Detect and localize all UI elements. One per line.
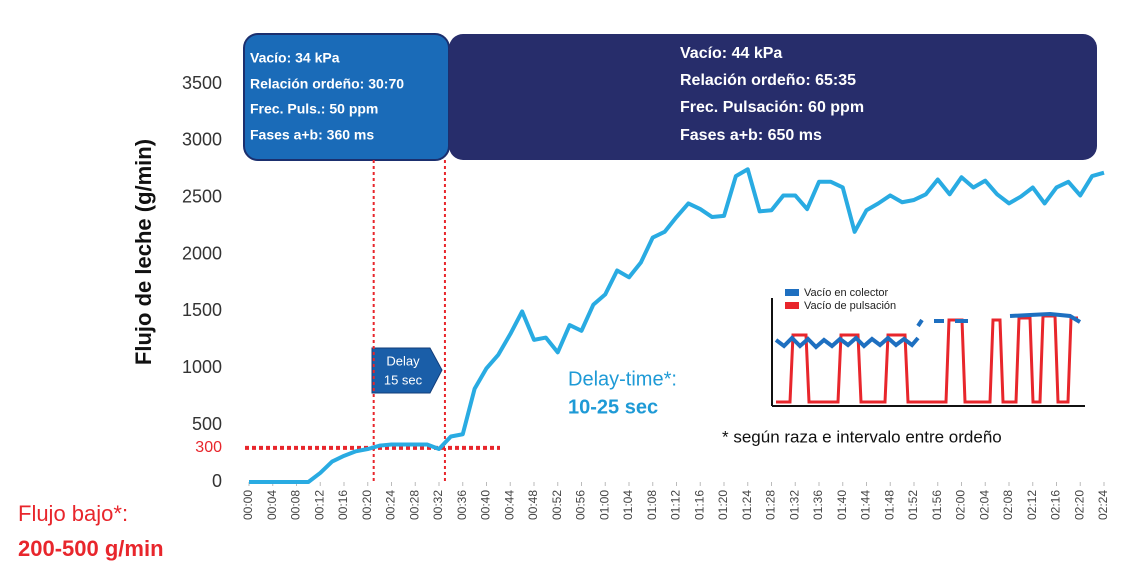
inset-legend-swatch (785, 289, 799, 296)
delay-arrow-text: Delay (386, 353, 420, 368)
x-tick-label: 01:24 (740, 490, 754, 520)
y-tick-label: 1000 (182, 357, 222, 377)
x-tick-label: 00:56 (574, 490, 588, 520)
x-tick-label: 02:24 (1096, 490, 1110, 520)
y-tick-label: 2500 (182, 186, 222, 206)
delay-time: Delay-time*: (568, 368, 677, 390)
y-axis-label: Flujo de leche (g/min) (131, 139, 156, 365)
y-tick-label: 3500 (182, 73, 222, 93)
x-tick-label: 01:04 (621, 490, 635, 520)
settings-box-2 (449, 34, 1097, 160)
box2-line: Fases a+b: 650 ms (680, 127, 822, 144)
x-tick-label: 02:00 (954, 490, 968, 520)
x-tick-label: 00:04 (265, 490, 279, 520)
x-tick-label: 00:16 (336, 490, 350, 520)
x-tick-label: 01:40 (835, 490, 849, 520)
x-tick-label: 02:12 (1025, 490, 1039, 520)
x-tick-label: 00:44 (502, 490, 516, 520)
x-tick-label: 00:32 (431, 490, 445, 520)
x-tick-label: 00:08 (289, 490, 303, 520)
threshold-label: 300 (195, 439, 222, 456)
x-tick-label: 02:16 (1049, 490, 1063, 520)
x-tick-label: 01:44 (859, 490, 873, 520)
x-tick-label: 01:32 (787, 490, 801, 520)
x-tick-label: 00:20 (360, 490, 374, 520)
inset-legend-label: Vacío de pulsación (804, 300, 896, 312)
x-tick-label: 01:08 (645, 490, 659, 520)
footnote: * según raza e intervalo entre ordeño (722, 427, 1002, 446)
x-tick-label: 00:48 (526, 490, 540, 520)
flow-line (249, 167, 1105, 484)
x-tick-label: 01:36 (811, 490, 825, 520)
inset-legend-label: Vacío en colector (804, 287, 889, 299)
y-tick-label: 500 (192, 414, 222, 434)
delay-time: 10-25 sec (568, 396, 658, 418)
x-tick-label: 01:00 (597, 490, 611, 520)
inset-legend-swatch (785, 302, 799, 309)
x-tick-label: 00:36 (455, 490, 469, 520)
x-tick-label: 01:20 (716, 490, 730, 520)
box1-line: Frec. Puls.: 50 ppm (250, 101, 378, 117)
box1-line: Relación ordeño: 30:70 (250, 76, 404, 92)
box1-line: Vacío: 34 kPa (250, 50, 340, 66)
x-tick-label: 01:12 (669, 490, 683, 520)
x-tick-label: 01:28 (764, 490, 778, 520)
x-tick-label: 02:20 (1072, 490, 1086, 520)
x-tick-label: 01:52 (906, 490, 920, 520)
low-flow: Flujo bajo*: (18, 501, 128, 526)
x-tick-label: 01:16 (692, 490, 706, 520)
x-tick-label: 00:28 (407, 490, 421, 520)
x-tick-label: 02:04 (977, 490, 991, 520)
inset-pulsation (776, 314, 1078, 404)
y-tick-label: 2000 (182, 243, 222, 263)
y-tick-label: 0 (212, 471, 222, 491)
low-flow: 200-500 g/min (18, 536, 164, 561)
x-tick-label: 01:48 (882, 490, 896, 520)
delay-arrow (371, 347, 443, 394)
x-tick-label: 00:12 (312, 490, 326, 520)
y-tick-label: 1500 (182, 300, 222, 320)
box1-line: Fases a+b: 360 ms (250, 127, 374, 143)
box2-line: Vacío: 44 kPa (680, 45, 782, 62)
x-tick-label: 00:40 (479, 490, 493, 520)
box2-line: Frec. Pulsación: 60 ppm (680, 99, 864, 116)
inset-collector (774, 311, 1082, 350)
inset (771, 298, 1085, 407)
box2-line: Relación ordeño: 65:35 (680, 72, 856, 89)
x-tick-label: 01:56 (930, 490, 944, 520)
x-tick-label: 00:24 (384, 490, 398, 520)
x-tick-label: 00:52 (550, 490, 564, 520)
y-tick-label: 3000 (182, 130, 222, 150)
delay-arrow-text: 15 sec (384, 372, 423, 387)
x-tick-label: 00:00 (241, 490, 255, 520)
x-tick-label: 02:08 (1001, 490, 1015, 520)
